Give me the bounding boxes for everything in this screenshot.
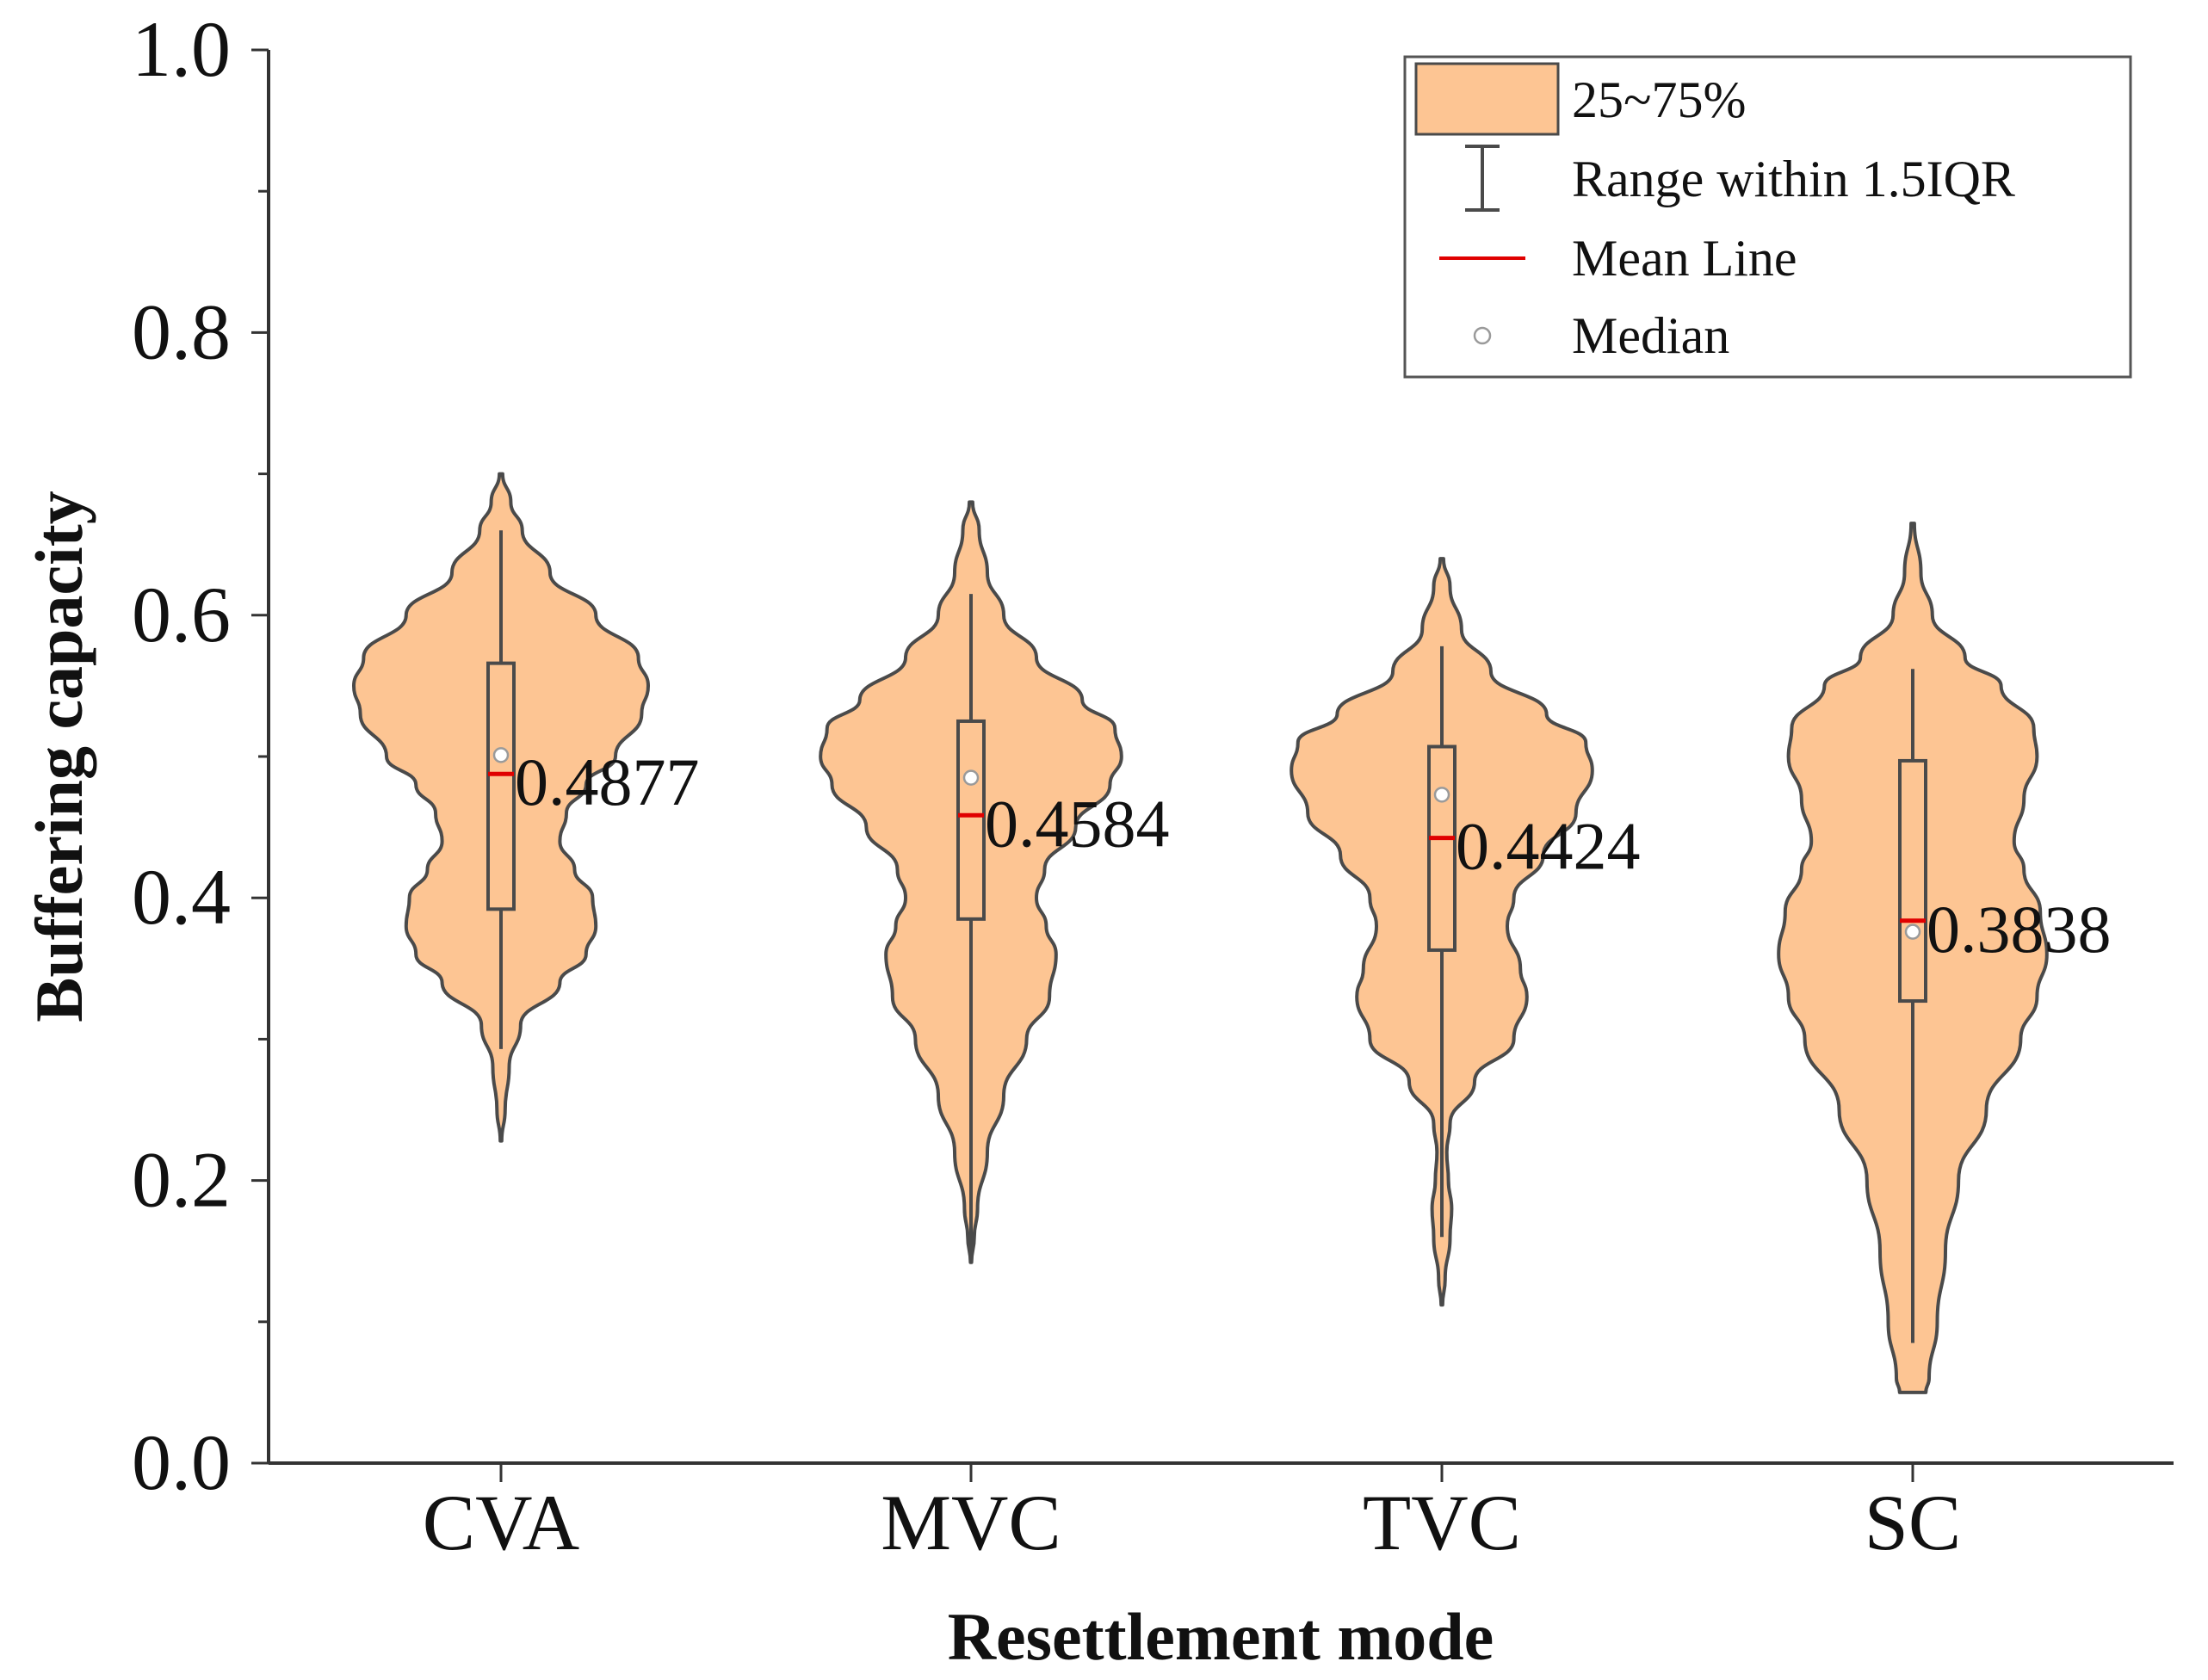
mean-value-label: 0.4424: [1456, 809, 1641, 884]
violin-sc: 0.3838: [1777, 522, 2112, 1394]
x-axis-title: Resettlement mode: [948, 1599, 1494, 1674]
x-tick-label: TVC: [1363, 1479, 1521, 1566]
legend-median-label: Median: [1572, 307, 1729, 364]
y-tick-label: 0.0: [132, 1418, 231, 1506]
median-marker: [1904, 923, 1921, 940]
mean-value-label: 0.4584: [985, 786, 1170, 861]
iqr-box: [1898, 758, 1927, 1004]
violin-cva: 0.4877: [352, 472, 700, 1143]
x-tick-label: MVC: [881, 1479, 1061, 1566]
x-tick-label: CVA: [423, 1479, 579, 1566]
y-ticks: 0.0 0.2 0.4 0.6 0.8 1.0: [132, 5, 269, 1506]
plot-area: 0.4877 0.4584 0.4424 0.3838: [352, 472, 2112, 1394]
y-tick-label: 1.0: [132, 5, 231, 93]
mean-value-label: 0.3838: [1927, 892, 2112, 967]
iqr-box: [486, 661, 516, 911]
iqr-box: [956, 719, 986, 921]
legend: 25~75% Range within 1.5IQR Mean Line Med…: [1403, 55, 2132, 379]
x-ticks: CVA MVC TVC SC: [423, 1463, 1961, 1566]
legend-mean-label: Mean Line: [1572, 230, 1797, 287]
y-tick-label: 0.6: [132, 571, 231, 658]
median-marker: [962, 769, 980, 786]
legend-whisker-icon: [1465, 145, 1500, 212]
median-marker: [492, 747, 510, 763]
x-tick-label: SC: [1865, 1479, 1962, 1566]
iqr-box: [1427, 744, 1457, 952]
legend-median-swatch: [1473, 326, 1492, 345]
y-tick-label: 0.8: [132, 287, 231, 375]
mean-value-label: 0.4877: [515, 744, 700, 819]
violin-tvc: 0.4424: [1290, 557, 1641, 1307]
legend-box-swatch: [1414, 62, 1560, 136]
violin-mvc: 0.4584: [819, 500, 1170, 1264]
legend-whisker-label: Range within 1.5IQR: [1572, 151, 2015, 207]
y-axis-title: Buffering capacity: [22, 491, 96, 1022]
y-tick-label: 0.2: [132, 1136, 231, 1224]
legend-box-label: 25~75%: [1572, 71, 1746, 128]
y-tick-label: 0.4: [132, 853, 231, 941]
median-marker: [1433, 787, 1450, 803]
